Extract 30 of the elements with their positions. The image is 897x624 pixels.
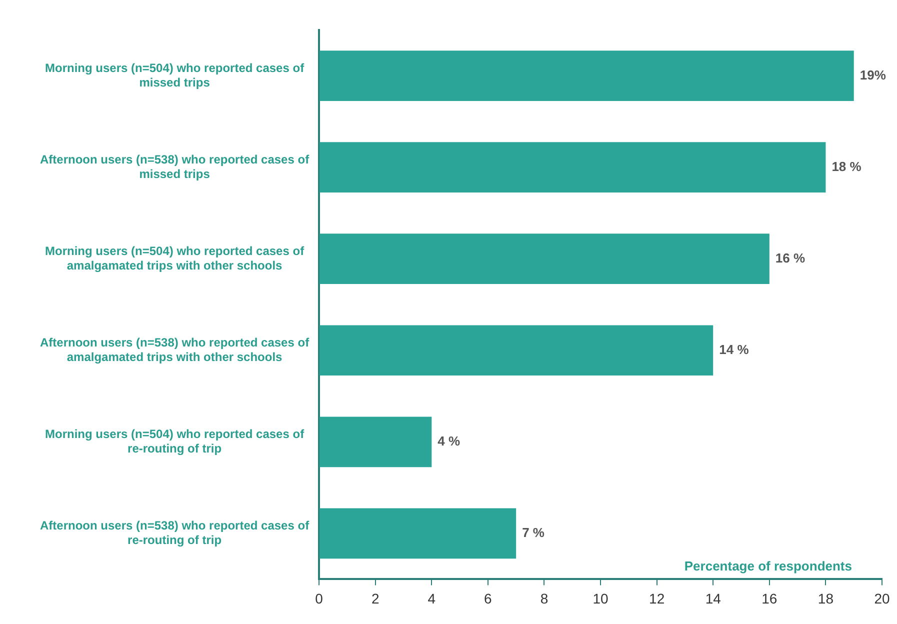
bar (320, 416, 432, 468)
data-label: 19% (860, 67, 886, 82)
y-tick-label: Morning users (n=504) who reported cases of amalgamated trips with other schools (45, 244, 306, 272)
x-tick-label: 2 (371, 590, 380, 606)
x-tick-label: 6 (484, 590, 492, 606)
bar (320, 325, 714, 376)
bar (320, 508, 516, 559)
x-tick-label: 10 (592, 590, 609, 606)
data-label: 16 % (775, 250, 806, 266)
bar (320, 142, 826, 192)
x-axis-title: Percentage of respondents (684, 558, 852, 574)
y-tick-label: Morning users (n=504) who reported cases of missed trips (45, 60, 306, 90)
x-tick-label: 12 (649, 590, 665, 606)
y-tick-label: Morning users (n=504) who reported cases of re-routing of trip (45, 427, 306, 456)
x-tick-label: 8 (540, 590, 548, 606)
x-tick-label: 0 (315, 590, 324, 606)
y-tick-label: Afternoon users (n=538) who reported cases of amalgamated trips with other schools (40, 335, 310, 364)
data-label: 14 % (719, 342, 750, 357)
data-label: 18 % (832, 158, 862, 174)
bar (320, 234, 770, 284)
y-tick-label: Afternoon users (n=538) who reported cases of re-routing of trip (40, 518, 310, 547)
y-tick-label: Afternoon users (n=538) who reported cases of missed trips (40, 152, 310, 181)
bar (320, 50, 854, 101)
x-tick-label: 18 (818, 590, 834, 606)
x-tick-label: 20 (874, 590, 890, 606)
data-label: 7 % (522, 525, 545, 540)
data-label: 4 % (438, 433, 460, 448)
x-tick-label: 4 (428, 590, 436, 606)
x-tick-label: 14 (705, 590, 722, 606)
x-tick-label: 16 (762, 590, 778, 606)
